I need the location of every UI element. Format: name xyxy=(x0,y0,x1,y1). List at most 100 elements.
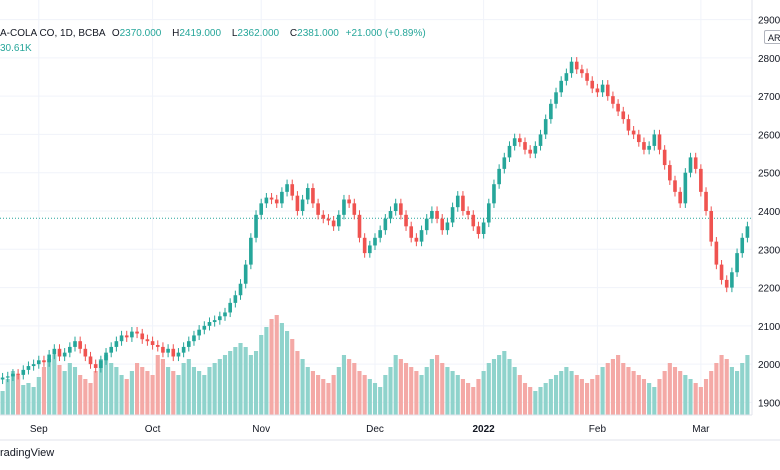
volume-bar xyxy=(543,383,548,415)
volume-bar xyxy=(326,383,331,415)
candle-body xyxy=(616,103,620,112)
volume-bar xyxy=(357,371,362,415)
volume-bar xyxy=(403,363,409,415)
volume-bar xyxy=(124,379,129,415)
volume-bar xyxy=(559,371,564,415)
candle-body xyxy=(657,134,662,150)
candle-body xyxy=(554,92,558,104)
candle-body xyxy=(331,220,336,227)
candle-body xyxy=(647,145,651,150)
candle-body xyxy=(290,184,295,196)
candle-body xyxy=(202,325,207,330)
candle-body xyxy=(388,211,393,219)
candle-body xyxy=(549,103,553,120)
candle-body xyxy=(42,360,46,363)
candle-body xyxy=(68,346,72,353)
volume-bar xyxy=(336,367,341,415)
candle-body xyxy=(476,226,481,234)
volume-bar xyxy=(300,359,305,415)
price-tick-label: 2000 xyxy=(758,360,780,371)
volume-bar xyxy=(657,379,662,415)
volume-bar xyxy=(372,383,378,415)
candle-body xyxy=(455,195,460,208)
volume-bar xyxy=(150,375,155,415)
volume-bar xyxy=(450,371,455,415)
candle-body xyxy=(569,61,574,74)
candle-body xyxy=(595,88,600,93)
volume-bar xyxy=(21,385,26,415)
auto-range-button[interactable]: AR xyxy=(764,30,780,44)
volume-bar xyxy=(285,331,290,415)
candle-body xyxy=(140,333,145,340)
volume-bar xyxy=(222,355,228,415)
candle-body xyxy=(249,237,253,265)
candle-body xyxy=(26,366,31,370)
volume-bar xyxy=(16,375,21,415)
candle-body xyxy=(512,138,517,146)
candle-body xyxy=(155,345,160,347)
candle-body xyxy=(274,199,279,204)
chart-grid xyxy=(0,0,752,415)
candle-body xyxy=(228,302,232,313)
volume-bar xyxy=(703,379,709,415)
volume-bar xyxy=(341,355,347,415)
volume-bar xyxy=(305,367,310,415)
volume-bar xyxy=(10,371,15,415)
volume-bar xyxy=(466,383,471,415)
volume-bar xyxy=(740,363,745,415)
volume-bar xyxy=(440,363,445,415)
candle-body xyxy=(497,168,501,185)
volume-bar xyxy=(398,359,403,415)
volume-bar xyxy=(217,359,222,415)
volume-bar xyxy=(119,375,124,415)
volume-bar xyxy=(486,363,491,415)
candle-body xyxy=(16,373,20,375)
candle-body xyxy=(409,226,414,238)
candle-body xyxy=(295,195,300,211)
volume-bar xyxy=(171,371,176,415)
volume-bars xyxy=(0,315,750,415)
volume-bar xyxy=(83,379,88,415)
candle-body xyxy=(631,130,636,135)
candle-body xyxy=(471,214,476,227)
candle-body xyxy=(73,341,77,347)
volume-bar xyxy=(52,355,57,415)
low-value: 2362.000 xyxy=(237,28,280,39)
volume-bar xyxy=(517,375,522,415)
candle-body xyxy=(62,352,67,357)
volume-bar xyxy=(367,379,372,415)
candle-body xyxy=(114,341,119,347)
candle-body xyxy=(450,207,455,223)
volume-bar xyxy=(145,371,150,415)
candle-body xyxy=(21,369,26,375)
volume-bar xyxy=(429,359,434,415)
volume-bar xyxy=(176,375,181,415)
time-axis: Sep Oct Nov Dec 2022 Feb Mar xyxy=(30,424,710,435)
volume-bar xyxy=(502,351,507,415)
volume-bar xyxy=(202,375,207,415)
candle-body xyxy=(78,341,82,349)
candle-body xyxy=(233,295,238,303)
candle-body xyxy=(5,376,10,378)
volume-bar xyxy=(57,365,62,415)
close-label: C xyxy=(289,28,298,39)
volume-bar xyxy=(683,375,688,415)
volume-bar xyxy=(693,383,698,415)
volume-bar xyxy=(98,359,103,415)
candle-body xyxy=(590,80,595,89)
volume-bar xyxy=(538,387,543,415)
volume-bar xyxy=(253,351,259,415)
candle-body xyxy=(280,191,284,204)
volume-bar xyxy=(212,363,217,415)
candle-body xyxy=(176,352,181,357)
candle-body xyxy=(424,218,429,231)
candle-body xyxy=(430,211,434,219)
volume-bar xyxy=(424,367,429,415)
candle-body xyxy=(197,329,201,336)
volume-bar xyxy=(316,375,321,415)
volume-bar xyxy=(647,383,652,415)
volume-bar xyxy=(590,379,595,415)
tradingview-logo-text[interactable]: radingView xyxy=(0,447,55,459)
candle-body xyxy=(502,157,507,169)
